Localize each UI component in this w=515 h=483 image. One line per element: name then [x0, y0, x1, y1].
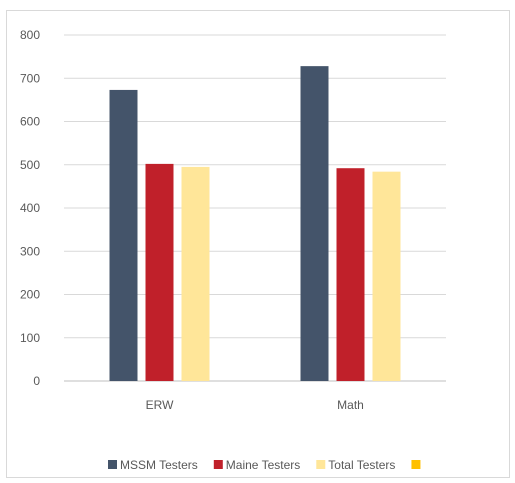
legend-swatch — [411, 460, 421, 469]
legend-label: MSSM Testers — [120, 458, 198, 472]
bar — [372, 171, 401, 381]
y-tick-label: 800 — [20, 28, 40, 42]
bar — [145, 163, 174, 381]
legend-label: Maine Testers — [226, 458, 300, 472]
x-tick-label: Math — [337, 398, 364, 412]
bar — [300, 66, 329, 381]
bar — [181, 166, 210, 381]
y-tick-label: 600 — [20, 115, 40, 129]
y-tick-label: 700 — [20, 71, 40, 85]
y-tick-label: 100 — [20, 331, 40, 345]
legend-swatch — [316, 460, 326, 469]
legend-swatch — [108, 460, 117, 469]
y-tick-label: 500 — [20, 158, 40, 172]
x-tick-label: ERW — [146, 398, 174, 412]
y-tick-label: 0 — [33, 374, 40, 388]
bar — [109, 89, 138, 382]
bar — [336, 168, 365, 381]
y-tick-label: 400 — [20, 201, 40, 215]
legend-label: Total Testers — [328, 458, 395, 472]
chart-area — [6, 10, 510, 478]
y-tick-label: 200 — [20, 288, 40, 302]
legend-swatch — [213, 460, 223, 469]
y-tick-label: 300 — [20, 244, 40, 258]
